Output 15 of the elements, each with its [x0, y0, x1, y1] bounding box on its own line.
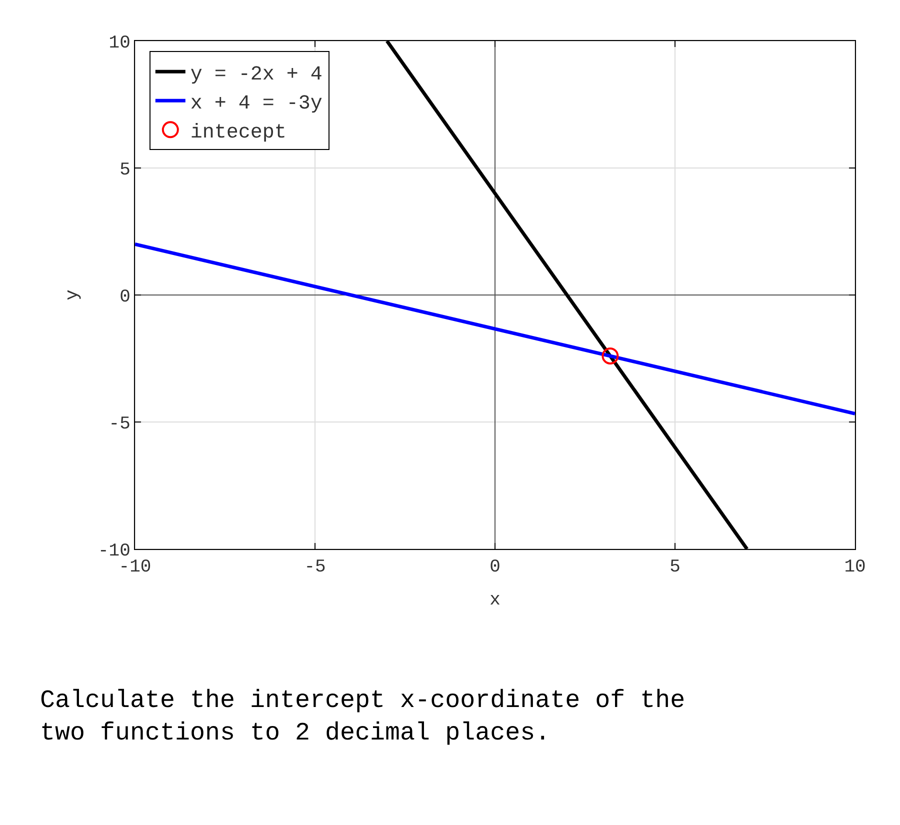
x-axis-title: x	[490, 590, 500, 611]
y-tick-label: 0	[120, 287, 130, 308]
y-tick-label: -5	[108, 414, 130, 434]
y-tick-label: 10	[108, 33, 130, 54]
x-tick-label: 10	[844, 558, 866, 578]
x-tick-label: -5	[304, 558, 326, 578]
y-axis-title: y	[63, 289, 84, 300]
x-tick-label: 0	[490, 558, 500, 578]
legend-label: intecept	[190, 121, 286, 144]
y-tick-label: 5	[120, 160, 130, 180]
x-tick-label: 5	[670, 558, 680, 578]
legend-label: x + 4 = -3y	[190, 92, 322, 116]
y-tick-label: -10	[98, 541, 130, 562]
legend-label: y = -2x + 4	[190, 63, 322, 86]
text: Calculate the intercept x-coordinate of the two functions to 2 decimal places.	[40, 686, 686, 748]
